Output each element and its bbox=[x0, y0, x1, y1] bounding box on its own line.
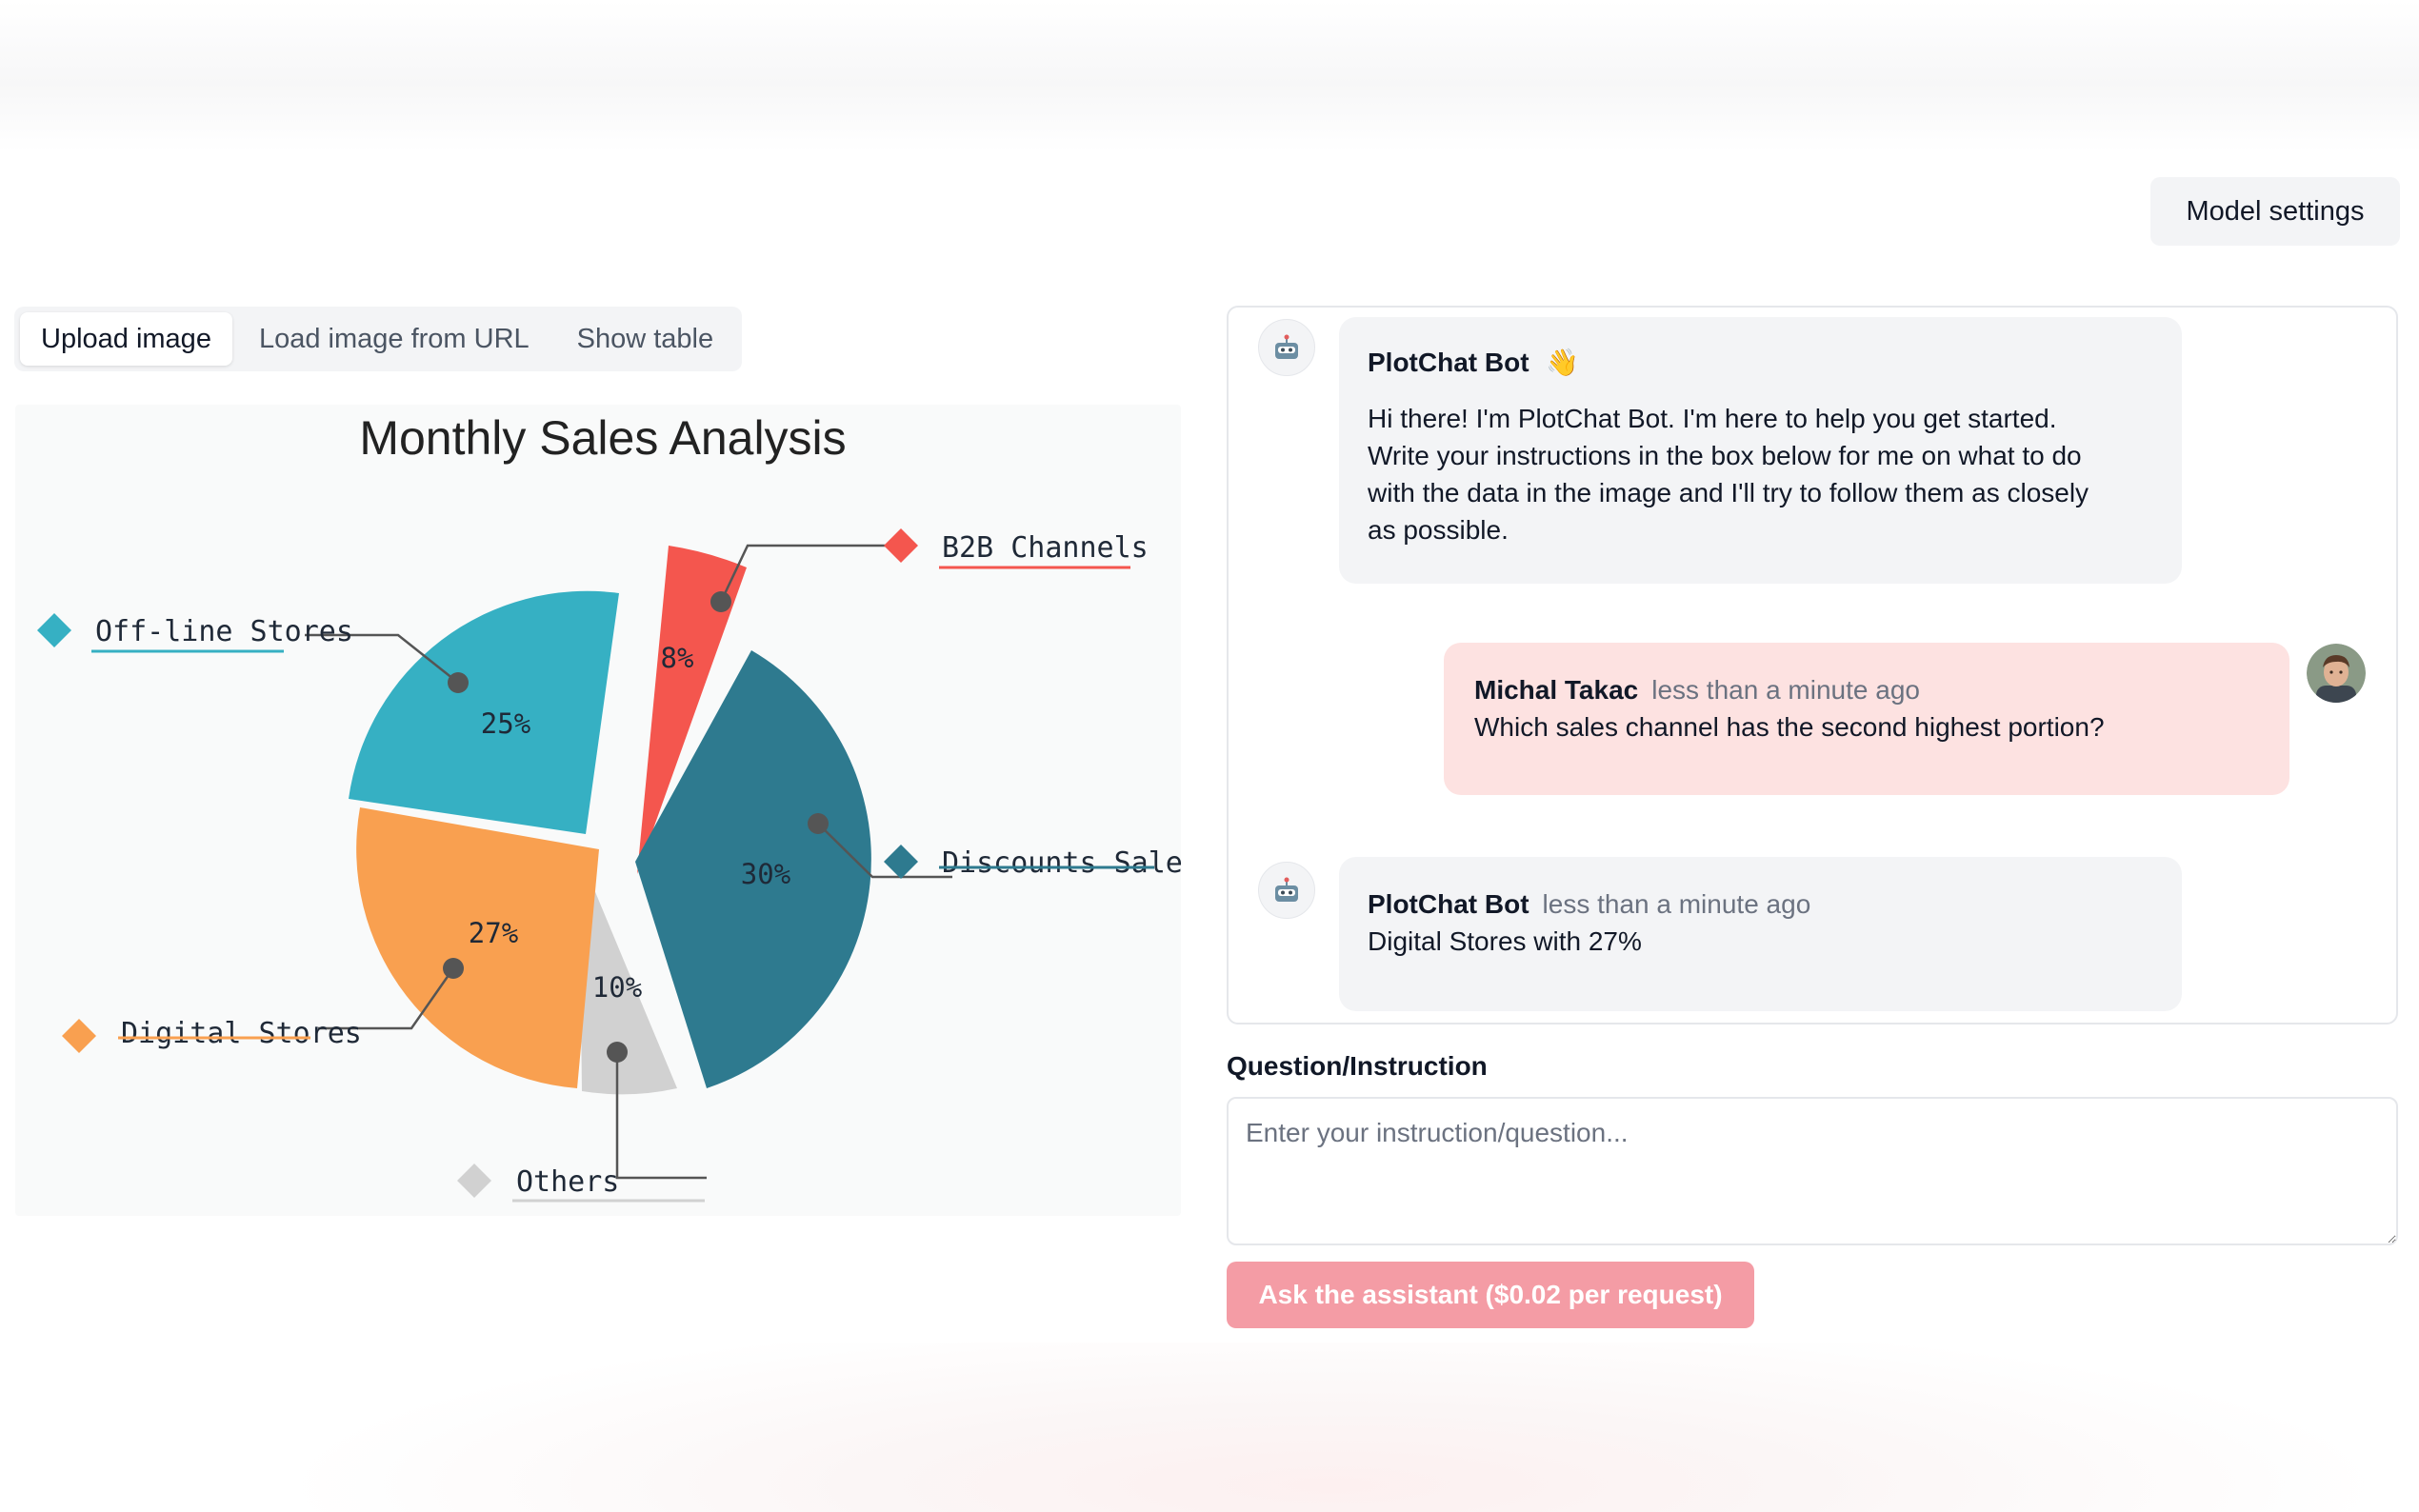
message-line: with the data in the image and I'll try … bbox=[1368, 478, 2089, 507]
leader-dot-b2b-channels bbox=[710, 591, 731, 612]
chat-message-user: Michal Takac less than a minute ago Which… bbox=[1444, 643, 2289, 795]
message-line: Hi there! I'm PlotChat Bot. I'm here to … bbox=[1368, 404, 2057, 433]
user-avatar bbox=[2307, 644, 2366, 703]
message-text: Which sales channel has the second highe… bbox=[1474, 712, 2105, 742]
leader-dot-offline-stores bbox=[448, 672, 469, 693]
legend-marker-others bbox=[457, 1164, 491, 1198]
question-label: Question/Instruction bbox=[1227, 1051, 1488, 1081]
message-author: PlotChat Bot bbox=[1368, 348, 1529, 377]
slice-label-discounts-sales: 30% bbox=[741, 858, 790, 890]
message-timestamp: less than a minute ago bbox=[1651, 675, 1920, 705]
slice-label-offline-stores: 25% bbox=[481, 707, 530, 740]
wave-emoji-icon: 👋 bbox=[1546, 348, 1580, 377]
chat-message-bot-greeting: PlotChat Bot 👋 Hi there! I'm PlotChat Bo… bbox=[1339, 317, 2182, 584]
message-line: as possible. bbox=[1368, 515, 1509, 545]
tab-upload-image[interactable]: Upload image bbox=[20, 312, 232, 366]
slice-label-digital-stores: 27% bbox=[469, 917, 518, 949]
pie-chart: Monthly Sales Analysis 8% 30% 10% 27% 25… bbox=[37, 411, 1181, 1203]
bottom-background bbox=[0, 1343, 2419, 1512]
legend-label-b2b-channels: B2B Channels bbox=[942, 531, 1149, 565]
chart-image: Monthly Sales Analysis 8% 30% 10% 27% 25… bbox=[15, 405, 1181, 1216]
question-input[interactable] bbox=[1227, 1097, 2398, 1245]
image-source-tabs: Upload image Load image from URL Show ta… bbox=[14, 307, 742, 371]
leader-b2b-channels bbox=[719, 544, 887, 603]
pie-slice-discounts-sales bbox=[635, 650, 871, 1088]
leader-discounts-sales bbox=[817, 823, 952, 879]
leader-others bbox=[615, 1052, 707, 1180]
message-line: Write your instructions in the box below… bbox=[1368, 441, 2082, 470]
pie-slice-digital-stores bbox=[356, 807, 599, 1088]
legend-marker-offline-stores bbox=[37, 613, 71, 647]
chat-message-bot-answer: PlotChat Bot less than a minute ago Digit… bbox=[1339, 857, 2182, 1011]
message-timestamp: less than a minute ago bbox=[1542, 889, 1811, 919]
leader-dot-discounts-sales bbox=[808, 813, 829, 834]
legend-marker-digital-stores bbox=[62, 1019, 96, 1053]
legend-marker-b2b-channels bbox=[884, 528, 918, 563]
robot-icon bbox=[1275, 877, 1298, 902]
pie-slice-others bbox=[579, 853, 677, 1095]
leader-dot-digital-stores bbox=[443, 958, 464, 979]
tab-show-table[interactable]: Show table bbox=[556, 312, 735, 366]
legend-label-discounts-sales: Discounts Sales bbox=[942, 846, 1181, 880]
legend-label-digital-stores: Digital Stores bbox=[121, 1017, 362, 1050]
legend-label-others: Others bbox=[516, 1165, 619, 1199]
legend-marker-discounts-sales bbox=[884, 845, 918, 879]
tab-load-image-from-url[interactable]: Load image from URL bbox=[238, 312, 550, 366]
slice-label-b2b-channels: 8% bbox=[661, 642, 694, 674]
legend-label-offline-stores: Off-line Stores bbox=[95, 615, 353, 648]
robot-icon bbox=[1275, 334, 1298, 359]
leader-offline-stores bbox=[305, 633, 459, 684]
pie-slice-offline-stores bbox=[349, 590, 619, 834]
model-settings-button[interactable]: Model settings bbox=[2150, 177, 2400, 246]
bot-avatar bbox=[1258, 319, 1315, 376]
leader-digital-stores bbox=[318, 967, 455, 1030]
bot-avatar bbox=[1258, 862, 1315, 919]
leader-dot-others bbox=[607, 1042, 628, 1063]
chart-title: Monthly Sales Analysis bbox=[359, 411, 846, 465]
slice-label-others: 10% bbox=[592, 971, 642, 1004]
message-author: PlotChat Bot bbox=[1368, 889, 1529, 919]
pie-slice-b2b-channels bbox=[637, 546, 747, 874]
message-text: Digital Stores with 27% bbox=[1368, 926, 1642, 956]
chat-panel: PlotChat Bot 👋 Hi there! I'm PlotChat Bo… bbox=[1227, 306, 2398, 1025]
ask-assistant-button[interactable]: Ask the assistant ($0.02 per request) bbox=[1227, 1262, 1754, 1328]
message-author: Michal Takac bbox=[1474, 675, 1639, 705]
top-background bbox=[0, 0, 2419, 152]
